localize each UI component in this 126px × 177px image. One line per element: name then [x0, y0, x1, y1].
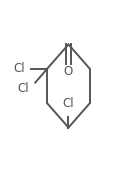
- Text: O: O: [64, 65, 73, 78]
- Text: Cl: Cl: [18, 82, 29, 95]
- Text: Cl: Cl: [63, 97, 74, 110]
- Text: Cl: Cl: [13, 62, 25, 75]
